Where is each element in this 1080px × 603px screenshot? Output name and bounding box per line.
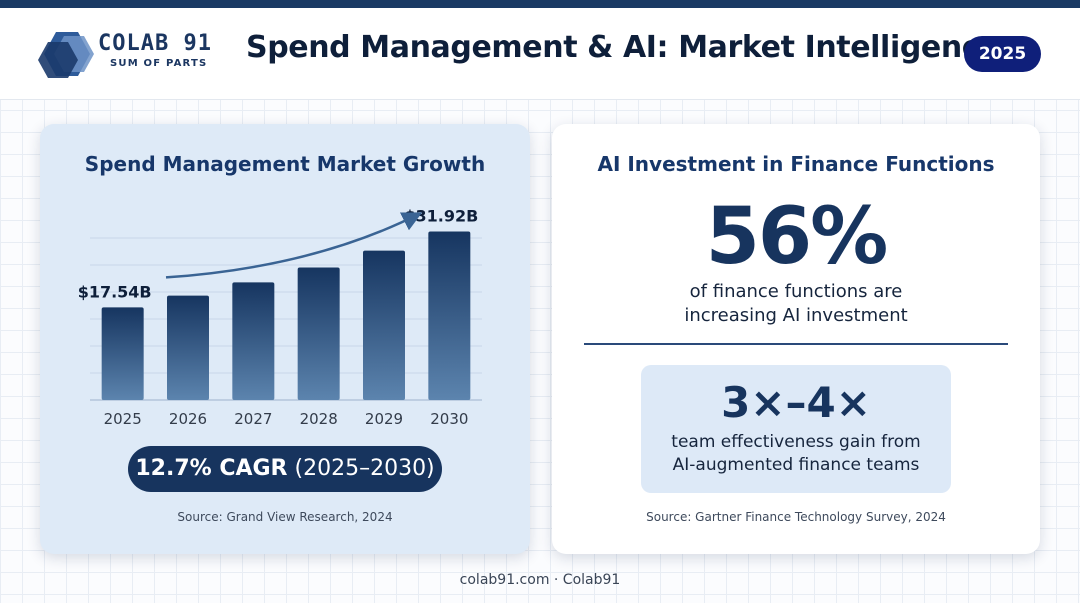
effectiveness-description-line1: team effectiveness gain from <box>671 432 921 452</box>
market-growth-title: Spend Management Market Growth <box>84 152 486 176</box>
x-tick-label-2026: 2026 <box>169 410 207 428</box>
cagr-pill: 12.7% CAGR (2025–2030) <box>128 446 442 492</box>
x-tick-label-2028: 2028 <box>300 410 338 428</box>
ai-investment-title: AI Investment in Finance Functions <box>597 152 995 176</box>
logo-wordmark: COLAB 91 SUM OF PARTS <box>98 31 212 70</box>
bar-2026 <box>167 295 209 400</box>
market-growth-bar-chart: 2025 2026 2027 2028 2029 2030 $17.54B $31.92B <box>78 207 482 428</box>
ai-source: Source: Gartner Finance Technology Surve… <box>646 510 946 524</box>
cagr-period: (2025–2030) <box>294 456 435 481</box>
ai-investment-description-line2: increasing AI investment <box>684 305 908 326</box>
page-title: Spend Management & AI: Market Intelligen… <box>246 30 1000 65</box>
x-tick-label-2027: 2027 <box>234 410 272 428</box>
colab91-logo-icon <box>38 32 94 78</box>
ai-investment-description-line1: of finance functions are <box>689 281 903 302</box>
x-tick-label-2029: 2029 <box>365 410 403 428</box>
growth-trend-arrow <box>165 212 423 279</box>
ai-investment-description: of finance functions are increasing AI i… <box>552 280 1040 328</box>
section-divider <box>584 343 1008 345</box>
bar-2027 <box>232 282 275 400</box>
cagr-value: 12.7% CAGR <box>135 456 288 481</box>
effectiveness-description: team effectiveness gain from AI-augmente… <box>641 431 951 477</box>
market-source: Source: Grand View Research, 2024 <box>177 510 393 524</box>
logo-name: COLAB 91 <box>98 31 212 56</box>
bar-2029 <box>363 250 405 400</box>
logo-tagline: SUM OF PARTS <box>110 58 208 69</box>
ai-investment-percentage: 56% <box>705 192 889 282</box>
footer-credit: colab91.com · Colab91 <box>459 572 621 588</box>
ai-investment-card: AI Investment in Finance Functions 56% o… <box>552 124 1040 554</box>
x-tick-label-2025: 2025 <box>104 410 142 428</box>
top-accent-bar <box>0 0 1080 8</box>
effectiveness-description-line2: AI-augmented finance teams <box>672 455 920 475</box>
x-tick-label-2030: 2030 <box>430 410 468 428</box>
data-label-2025: $17.54B <box>78 282 152 301</box>
bar-2028 <box>297 267 340 400</box>
effectiveness-multiplier: 3×–4× <box>721 378 871 427</box>
year-badge: 2025 <box>964 36 1041 72</box>
header: COLAB 91 SUM OF PARTS Spend Management &… <box>0 8 1080 100</box>
bar-2025 <box>101 307 144 400</box>
data-label-2030: $31.92B <box>404 207 478 226</box>
bar-2030 <box>428 231 471 400</box>
market-growth-card: Spend Management Market Growth 2025 2026 2… <box>40 124 530 554</box>
effectiveness-gain-box: 3×–4× team effectiveness gain from AI-au… <box>641 365 951 493</box>
